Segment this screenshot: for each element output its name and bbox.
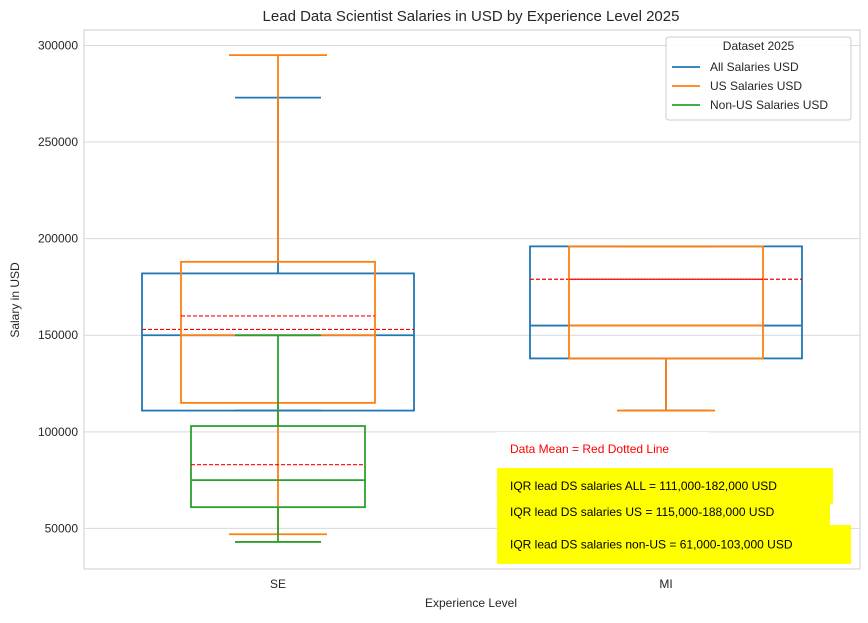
- y-tick-label: 250000: [38, 135, 78, 149]
- box-iqr: [568, 245, 764, 360]
- annotation-box: [497, 432, 709, 466]
- annotation-text: IQR lead DS salaries non-US = 61,000-103…: [510, 538, 793, 552]
- legend: Dataset 2025 All Salaries USD US Salaries …: [665, 36, 852, 121]
- legend-title: Dataset 2025: [723, 39, 795, 53]
- x-tick-label: MI: [659, 577, 672, 591]
- x-axis-label: Experience Level: [425, 596, 517, 610]
- legend-entry: All Salaries USD: [710, 60, 799, 74]
- legend-entry: US Salaries USD: [710, 79, 802, 93]
- annotation-layer: Data Mean = Red Dotted Line IQR lead DS s…: [497, 432, 851, 564]
- annotation-text: IQR lead DS salaries US = 115,000-188,00…: [510, 505, 775, 519]
- legend-entry: Non-US Salaries USD: [710, 98, 828, 112]
- annotation-box: [497, 525, 851, 564]
- box-2-SE: [190, 334, 366, 543]
- y-tick-label: 100000: [38, 425, 78, 439]
- box-1-MI: [568, 245, 764, 412]
- box-layer: [141, 54, 803, 543]
- annotation-box: [497, 497, 830, 527]
- y-tick-label: 300000: [38, 38, 78, 52]
- y-axis-label: Salary in USD: [8, 262, 22, 338]
- chart-title: Lead Data Scientist Salaries in USD by E…: [263, 8, 680, 25]
- annotation-text: IQR lead DS salaries ALL = 111,000-182,0…: [510, 479, 777, 493]
- y-tick-label: 200000: [38, 232, 78, 246]
- box-iqr: [190, 425, 366, 509]
- x-tick-label: SE: [270, 577, 286, 591]
- tick-layer: 50000 100000 150000 200000 250000 300000 SE MI: [38, 38, 673, 591]
- legend-box: [665, 36, 852, 121]
- annotation-text: Data Mean = Red Dotted Line: [510, 442, 669, 456]
- y-tick-label: 150000: [38, 328, 78, 342]
- y-tick-label: 50000: [45, 521, 79, 535]
